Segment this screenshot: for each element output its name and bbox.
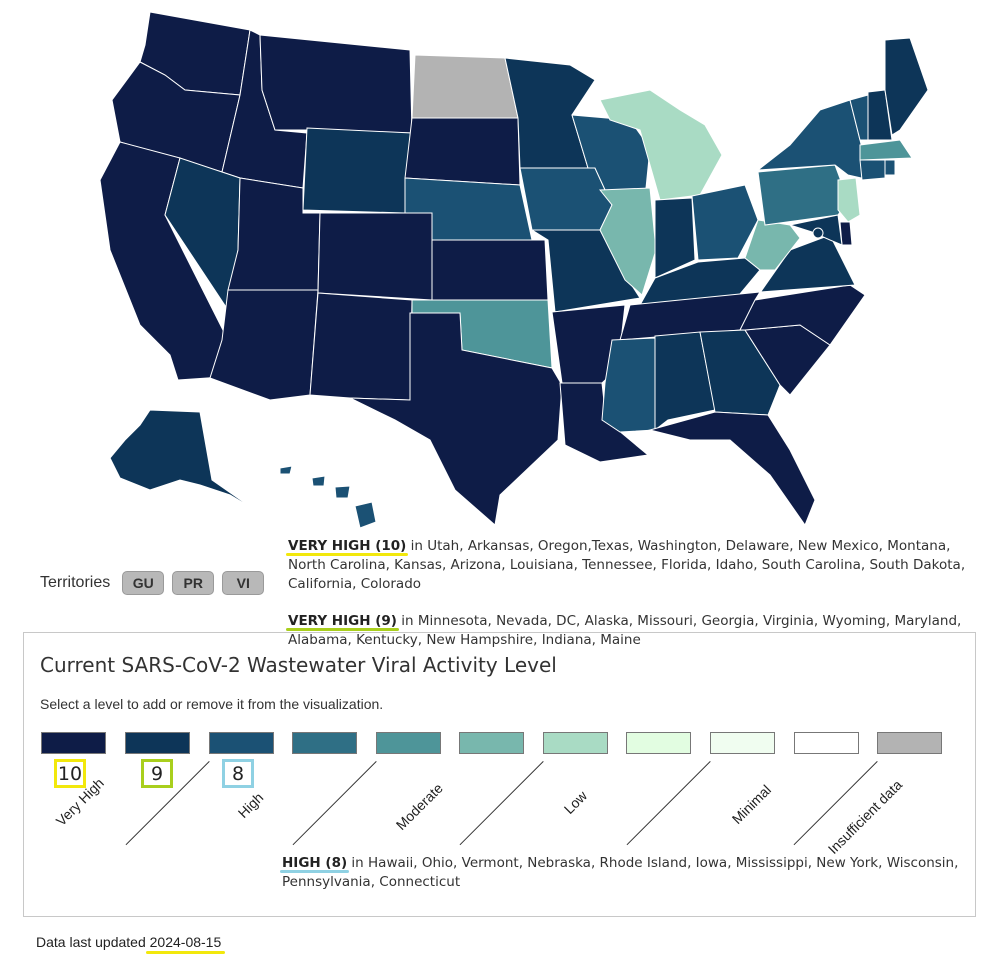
updated-label: Data last updated: [36, 934, 150, 950]
level-number-10: 10: [54, 759, 86, 788]
state-arizona[interactable]: [209, 289, 319, 401]
state-colorado[interactable]: [317, 212, 433, 301]
state-rhode-island[interactable]: [884, 159, 896, 176]
legend-label-minimal: Minimal: [728, 781, 775, 827]
legend-swatch-4[interactable]: [543, 732, 608, 754]
legend-title: Current SARS-CoV-2 Wastewater Viral Acti…: [40, 653, 557, 677]
legend-label-moderate: Moderate: [392, 779, 446, 833]
level-number-9: 9: [141, 759, 173, 788]
state-hawaii-3[interactable]: [334, 485, 351, 499]
legend-divider: [626, 761, 711, 846]
territories-label: Territories: [40, 574, 111, 591]
territories-row: Territories GU PR VI: [40, 571, 265, 595]
green-underline: [286, 628, 399, 631]
state-hawaii-2[interactable]: [311, 475, 326, 487]
state-north-dakota[interactable]: [411, 54, 519, 119]
blue-underline: [280, 870, 350, 873]
annotation-high-8: HIGH (8) in Hawaii, Ohio, Vermont, Nebra…: [280, 854, 972, 892]
state-texas[interactable]: [349, 312, 563, 526]
state-illinois[interactable]: [598, 187, 657, 296]
state-new-jersey[interactable]: [837, 177, 861, 223]
state-south-dakota[interactable]: [404, 117, 521, 186]
legend-swatch-1[interactable]: [794, 732, 859, 754]
state-dc[interactable]: [812, 227, 824, 239]
state-new-hampshire[interactable]: [867, 89, 893, 141]
state-new-mexico[interactable]: [309, 292, 413, 401]
legend-subtitle: Select a level to add or remove it from …: [40, 696, 384, 712]
state-florida[interactable]: [648, 411, 816, 527]
state-west-virginia[interactable]: [744, 219, 801, 271]
annotation-text-very-high-10: in Utah, Arkansas, Oregon,Texas, Washing…: [288, 538, 966, 592]
legend-swatch-5[interactable]: [459, 732, 524, 754]
legend-swatch-3[interactable]: [626, 732, 691, 754]
state-hawaii-1[interactable]: [279, 465, 293, 475]
state-connecticut[interactable]: [859, 159, 886, 181]
level-number-8: 8: [222, 759, 254, 788]
us-map: [99, 11, 929, 529]
legend-swatch-10[interactable]: [41, 732, 106, 754]
state-mississippi[interactable]: [601, 337, 656, 433]
annotation-very-high-9: VERY HIGH (9) in Minnesota, Nevada, DC, …: [286, 612, 978, 650]
legend-divider: [793, 761, 878, 846]
annotation-tag-very-high-9: VERY HIGH (9): [286, 613, 399, 631]
legend-swatch-2[interactable]: [710, 732, 775, 754]
annotation-text-high-8: in Hawaii, Ohio, Vermont, Nebraska, Rhod…: [282, 855, 959, 890]
state-alaska[interactable]: [109, 409, 256, 511]
annotation-very-high-10: VERY HIGH (10) in Utah, Arkansas, Oregon…: [286, 537, 978, 594]
annotation-tag-very-high-10: VERY HIGH (10): [286, 538, 409, 556]
state-georgia[interactable]: [699, 329, 781, 416]
updated-date: 2024-08-15: [145, 934, 226, 954]
territory-pr-button[interactable]: PR: [172, 571, 215, 595]
territory-gu-button[interactable]: GU: [122, 571, 165, 595]
state-indiana[interactable]: [654, 197, 696, 279]
state-wyoming[interactable]: [302, 127, 413, 214]
legend-panel: Current SARS-CoV-2 Wastewater Viral Acti…: [23, 632, 976, 917]
legend-swatch-7[interactable]: [292, 732, 357, 754]
state-massachusetts[interactable]: [859, 139, 913, 161]
state-ohio[interactable]: [691, 184, 759, 261]
legend-swatch-9[interactable]: [125, 732, 190, 754]
state-montana[interactable]: [259, 34, 413, 134]
legend-swatch-8[interactable]: [209, 732, 274, 754]
legend-divider: [459, 761, 544, 846]
annotation-text-very-high-9: in Minnesota, Nevada, DC, Alaska, Missou…: [288, 613, 962, 648]
state-hawaii-4[interactable]: [354, 501, 377, 529]
legend-label-high: High: [234, 789, 267, 821]
legend-swatch-6[interactable]: [376, 732, 441, 754]
state-alabama[interactable]: [654, 331, 716, 432]
territory-vi-button[interactable]: VI: [222, 571, 265, 595]
yellow-underline: [145, 951, 226, 954]
legend-label-low: Low: [560, 787, 591, 817]
data-last-updated: Data last updated 2024-08-15: [36, 934, 226, 954]
legend-label-insufficient-data: Insufficient data: [824, 776, 906, 857]
state-kansas[interactable]: [431, 239, 549, 301]
state-maine[interactable]: [884, 37, 929, 136]
state-north-carolina[interactable]: [739, 284, 866, 346]
state-iowa[interactable]: [519, 167, 613, 231]
annotation-tag-high-8: HIGH (8): [280, 855, 350, 873]
state-louisiana[interactable]: [559, 382, 650, 463]
legend-divider: [292, 761, 377, 846]
yellow-underline: [286, 553, 409, 556]
legend-swatch-insufficient[interactable]: [877, 732, 942, 754]
